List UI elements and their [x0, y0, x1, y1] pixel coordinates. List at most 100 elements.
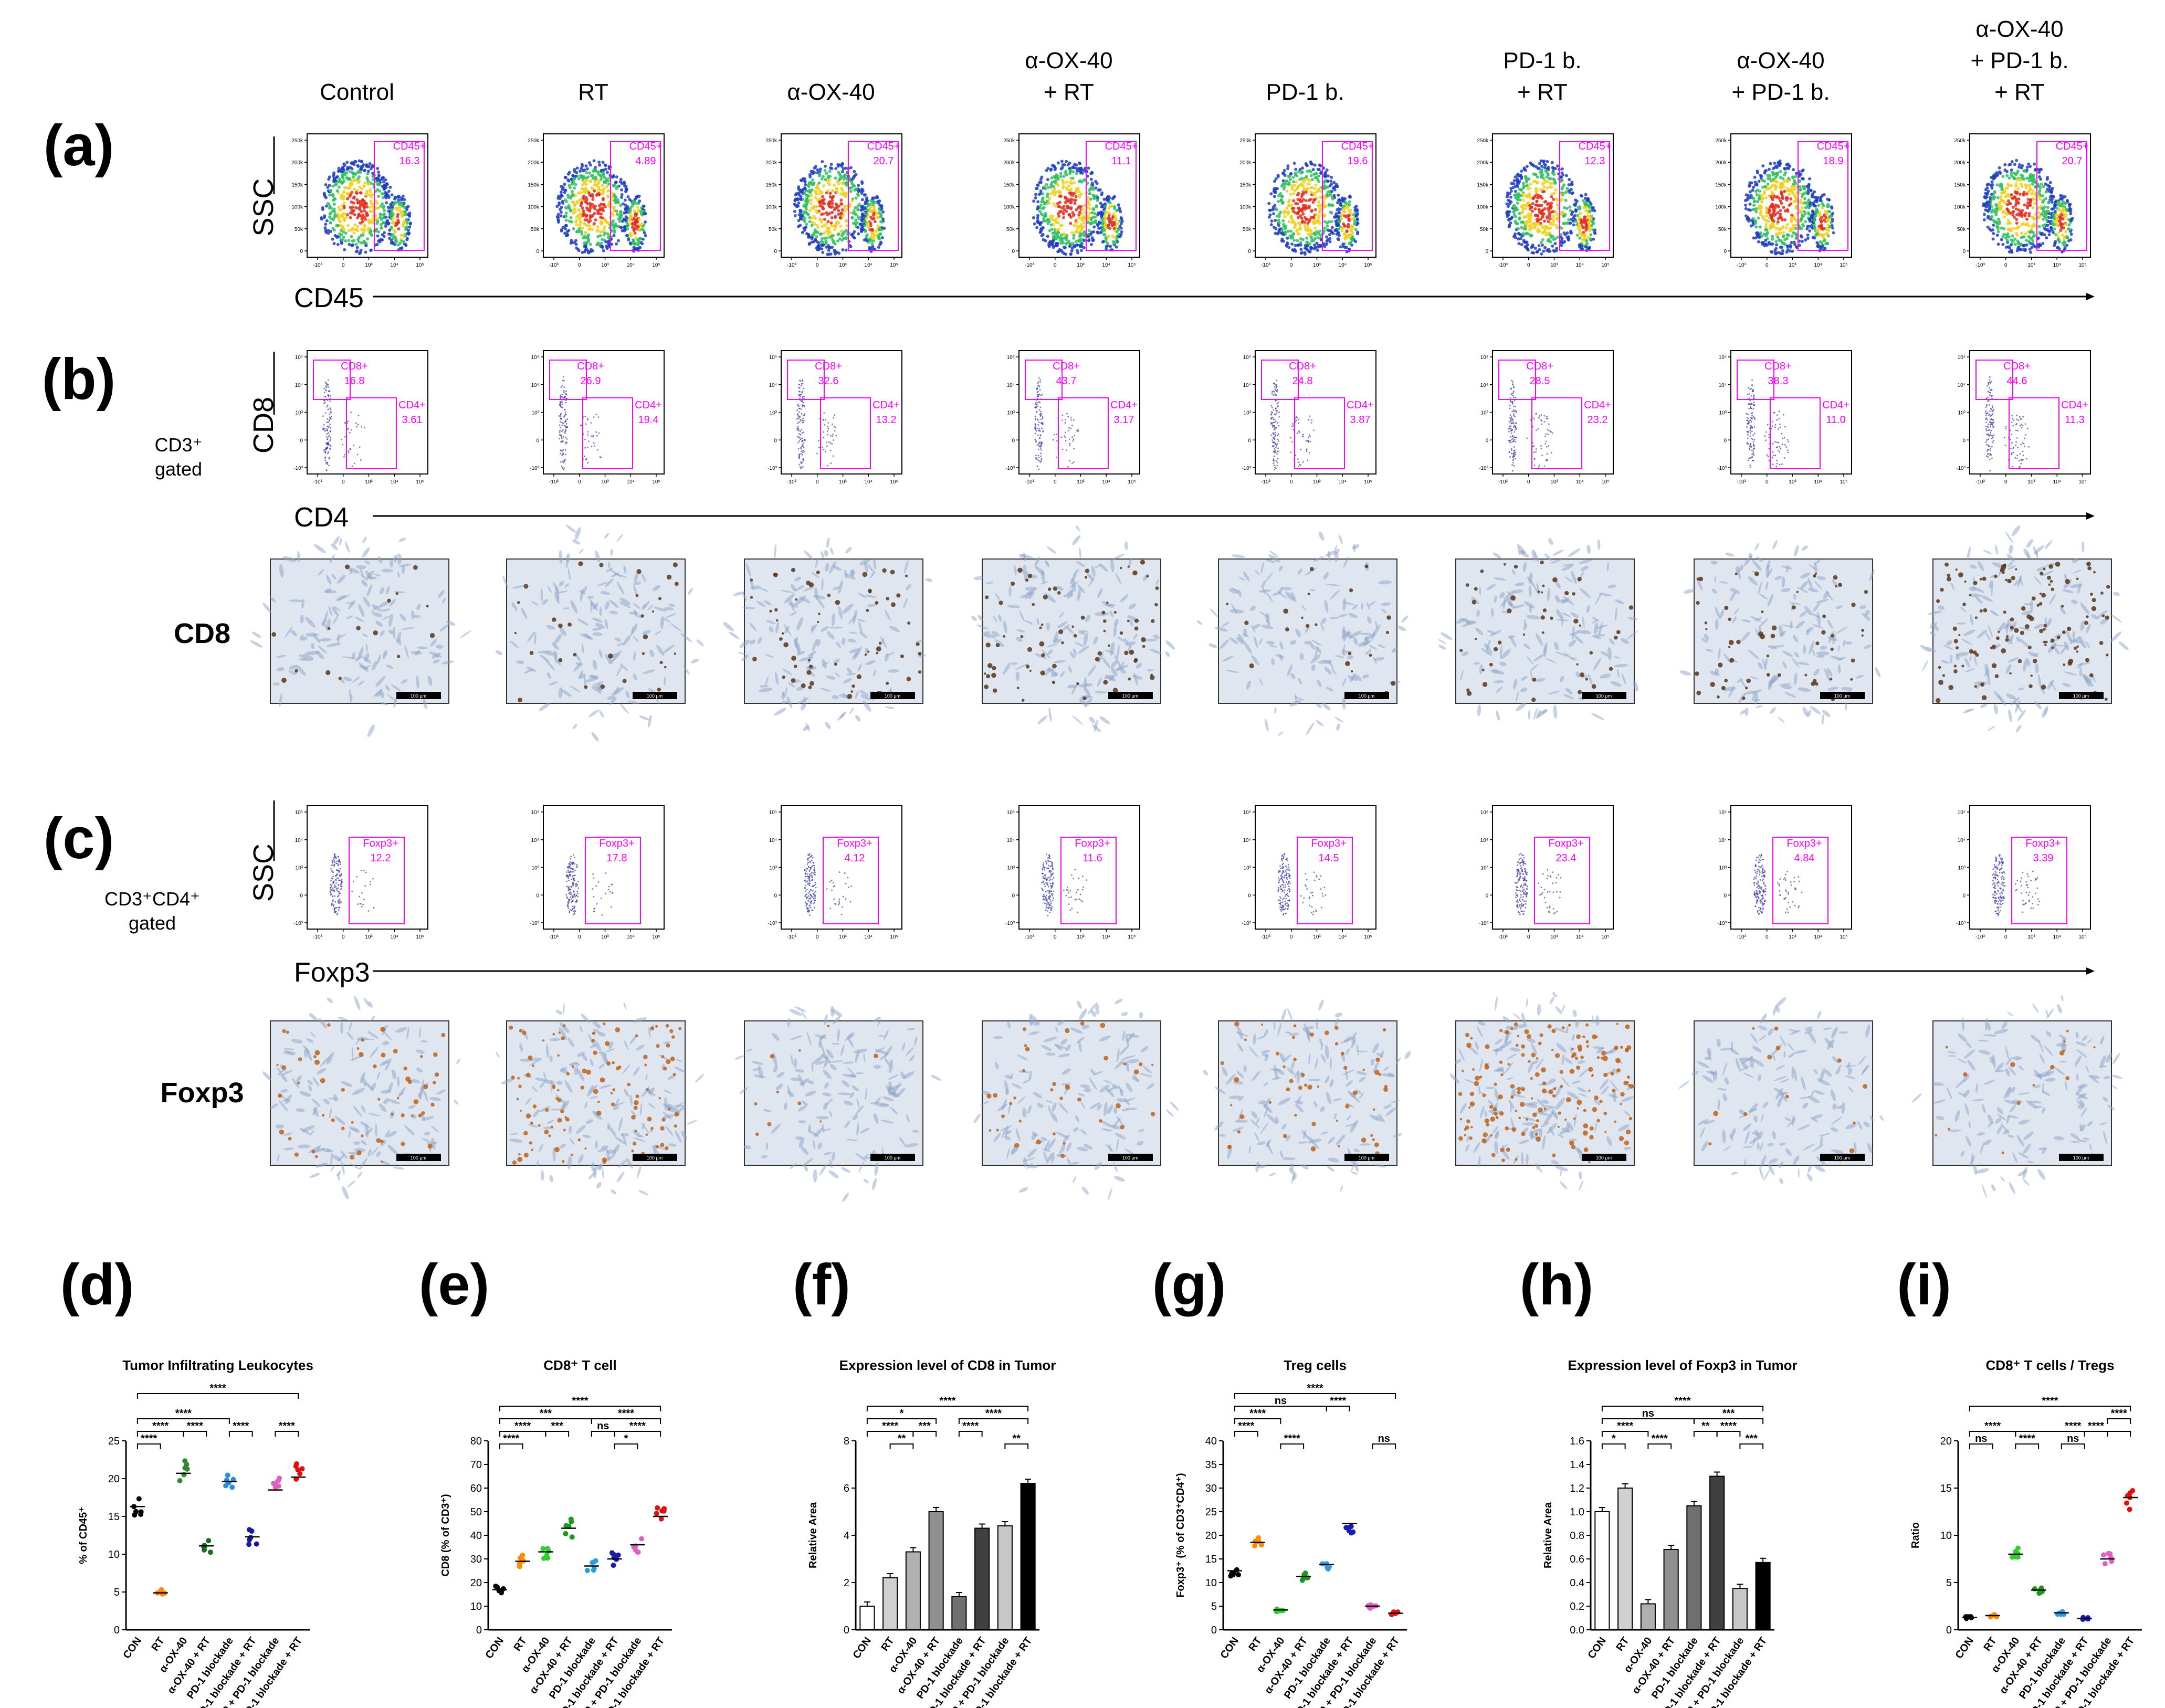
- bar: [1617, 1488, 1633, 1630]
- side-label-cd3cd4: gated: [129, 912, 176, 934]
- flow-y-tick: 0: [1012, 249, 1015, 255]
- scale-bar-label: 100 μm: [411, 1155, 426, 1161]
- flow-y-tick: 250k: [1715, 138, 1727, 144]
- significance-bracket: [228, 1431, 253, 1437]
- significance-label: ****: [985, 1408, 1002, 1419]
- gate-value: 20.7: [874, 155, 894, 167]
- significance-label: ****: [279, 1420, 295, 1432]
- significance-bracket: [866, 1431, 914, 1437]
- data-point: [1994, 1614, 2000, 1620]
- data-point: [568, 1516, 574, 1522]
- significance-label: ****: [1238, 1420, 1254, 1432]
- flow-x-tick: -10³: [1025, 479, 1034, 485]
- gate-box-cd4: [346, 397, 397, 469]
- gate-label: CD4+: [1822, 399, 1849, 411]
- flow-y-tick: 10³: [532, 410, 540, 416]
- flow-x-tick: 10⁴: [627, 479, 635, 485]
- flow-x-tick: 10³: [365, 262, 373, 268]
- data-point: [584, 1567, 590, 1573]
- y-axis-label: Ratio: [1910, 1522, 1921, 1548]
- flow-x-tick: 0: [1527, 479, 1530, 485]
- flow-x-tick: 0: [2004, 479, 2008, 485]
- data-point: [1348, 1530, 1354, 1536]
- flow-x-tick: 10⁵: [1840, 262, 1847, 268]
- scale-bar: [870, 1154, 915, 1161]
- gate-label: Foxp3+: [599, 838, 634, 849]
- flow-x-tick: 10³: [1789, 262, 1796, 268]
- data-point: [229, 1484, 235, 1490]
- gate-value: 20.7: [2062, 155, 2083, 167]
- gate-label: Foxp3+: [1786, 838, 1822, 849]
- y-tick-label: 35: [1205, 1459, 1217, 1471]
- scale-bar-label: 100 μm: [1596, 1155, 1612, 1161]
- gate-value: 43.7: [1056, 375, 1077, 387]
- ihc-image: [1455, 558, 1635, 704]
- data-point: [159, 1587, 164, 1593]
- group-header: α-OX-40: [1025, 48, 1112, 73]
- data-point: [182, 1458, 188, 1464]
- y-tick-label: 0: [114, 1625, 120, 1636]
- flow-y-tick: -10³: [1717, 921, 1727, 926]
- flow-y-tick: 100k: [1954, 205, 1966, 210]
- flow-y-tick: 200k: [528, 160, 540, 166]
- y-tick-label: 10: [1940, 1530, 1952, 1542]
- gate-label: Foxp3+: [1075, 838, 1110, 849]
- flow-y-tick: 150k: [765, 182, 777, 188]
- flow-y-tick: 10⁴: [1007, 383, 1015, 388]
- chart-title: CD8⁺ T cell: [543, 1357, 616, 1373]
- flow-y-tick: 0: [536, 249, 539, 255]
- scale-bar: [1108, 1154, 1153, 1161]
- flow-x-tick: 10⁵: [1364, 934, 1372, 940]
- flow-y-tick: 0: [774, 893, 777, 899]
- flow-y-tick: 250k: [1477, 138, 1489, 144]
- gate-box-cd8: [1975, 360, 2013, 400]
- flow-x-tick: -10³: [1025, 262, 1034, 268]
- flow-y-tick: 10⁵: [531, 355, 539, 361]
- flow-x-tick: 10⁵: [652, 262, 660, 268]
- y-axis-label: CD8 (% of CD3⁺): [440, 1494, 451, 1576]
- panel-label-h: (h): [1520, 1252, 1593, 1317]
- gate-box-foxp3: [823, 837, 879, 924]
- scale-bar-label: 100 μm: [1122, 693, 1138, 699]
- y-tick-label: 4: [844, 1530, 849, 1542]
- flow-y-tick: 0: [774, 249, 777, 255]
- flow-y-tick: 250k: [1954, 138, 1966, 144]
- data-point: [540, 1546, 546, 1552]
- significance-label: ****: [618, 1408, 634, 1419]
- data-point: [230, 1477, 236, 1482]
- flow-x-tick: 10³: [601, 262, 609, 268]
- panel-label-d: (d): [60, 1252, 134, 1317]
- flow-x-tick: -10³: [549, 479, 559, 485]
- y-tick-label: 10: [470, 1601, 482, 1612]
- significance-label: ns: [1975, 1433, 1987, 1445]
- flow-y-tick: 0: [300, 438, 303, 444]
- y-tick-label: 1.4: [1570, 1459, 1584, 1471]
- flow-plot-frame: [1730, 350, 1852, 475]
- flow-x-tick: 10⁵: [890, 479, 898, 485]
- flow-y-tick: 10⁴: [295, 838, 303, 844]
- significance-label: ns: [1642, 1408, 1654, 1419]
- group-header: + PD-1 b.: [1970, 48, 2068, 73]
- flow-x-tick: 10⁴: [1814, 479, 1822, 485]
- significance-bracket: [499, 1443, 523, 1449]
- gate-value: 13.2: [876, 414, 897, 426]
- flow-x-tick: 0: [1527, 934, 1530, 940]
- flow-x-tick: -10³: [1025, 934, 1034, 940]
- flow-x-tick: 10⁵: [652, 479, 660, 485]
- flow-x-tick: 10³: [1077, 262, 1085, 268]
- y-tick-label: 0.6: [1570, 1554, 1584, 1565]
- flow-x-tick: 10³: [1313, 479, 1321, 485]
- data-point: [2102, 1561, 2108, 1567]
- gate-value: 3.61: [402, 414, 423, 426]
- flow-y-tick: 100k: [1715, 205, 1727, 210]
- data-point: [1325, 1566, 1331, 1572]
- significance-label: ****: [1617, 1420, 1633, 1432]
- scale-bar-label: 100 μm: [1834, 1155, 1850, 1161]
- data-point: [223, 1483, 229, 1489]
- flow-y-tick: 0: [1248, 893, 1251, 899]
- gate-value: 19.4: [638, 414, 659, 426]
- data-point: [254, 1541, 259, 1547]
- flow-y-tick: 0: [1248, 249, 1251, 255]
- flow-x-tick: 10⁴: [1814, 934, 1822, 940]
- flow-x-tick: -10³: [787, 934, 796, 940]
